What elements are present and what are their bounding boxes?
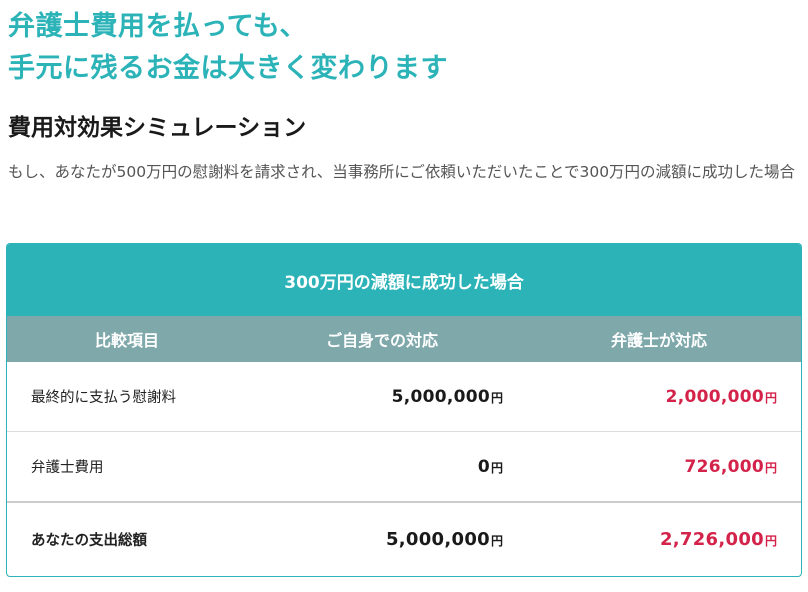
amount-value: 0 [477,456,490,477]
amount-value: 5,000,000 [391,386,490,407]
section-title: 費用対効果シミュレーション [8,115,307,141]
table-row-settlement: 最終的に支払う慰謝料 5,000,000円 2,000,000円 [7,362,801,432]
self-amount: 5,000,000円 [247,387,517,407]
yen-unit: 円 [764,390,777,405]
yen-unit: 円 [490,534,503,548]
cost-comparison-table: 300万円の減額に成功した場合 比較項目 ご自身での対応 弁護士が対応 最終的に… [6,243,802,577]
amount-value: 5,000,000 [385,529,490,550]
lawyer-amount: 2,000,000円 [517,387,801,407]
yen-unit: 円 [490,460,503,475]
lawyer-amount: 2,726,000円 [517,529,801,550]
header-lawyer: 弁護士が対応 [610,331,707,350]
lawyer-amount: 726,000円 [517,457,801,477]
table-header-row: 比較項目 ご自身での対応 弁護士が対応 [7,316,801,362]
row-label: 最終的に支払う慰謝料 [31,390,176,406]
yen-unit: 円 [490,390,503,405]
header-self: ご自身での対応 [325,331,438,350]
self-amount: 0円 [247,457,517,477]
self-amount: 5,000,000円 [247,529,517,550]
headline: 弁護士費用を払っても、 手元に残るお金は大きく変わります [8,6,448,90]
yen-unit: 円 [764,534,777,548]
amount-value: 2,000,000 [665,386,764,407]
row-label: 弁護士費用 [31,460,104,476]
table-row-total: あなたの支出総額 5,000,000円 2,726,000円 [7,503,801,576]
table-row-lawyer-fee: 弁護士費用 0円 726,000円 [7,432,801,503]
headline-line-1: 弁護士費用を払っても、 [8,11,307,42]
amount-value: 2,726,000 [659,529,764,550]
headline-line-2: 手元に残るお金は大きく変わります [8,53,448,84]
row-label: あなたの支出総額 [31,533,147,549]
yen-unit: 円 [764,460,777,475]
description: もし、あなたが500万円の慰謝料を請求され、当事務所にご依頼いただいたことで30… [8,163,796,181]
header-item: 比較項目 [94,331,159,350]
table-caption: 300万円の減額に成功した場合 [7,244,801,316]
amount-value: 726,000 [684,456,764,477]
